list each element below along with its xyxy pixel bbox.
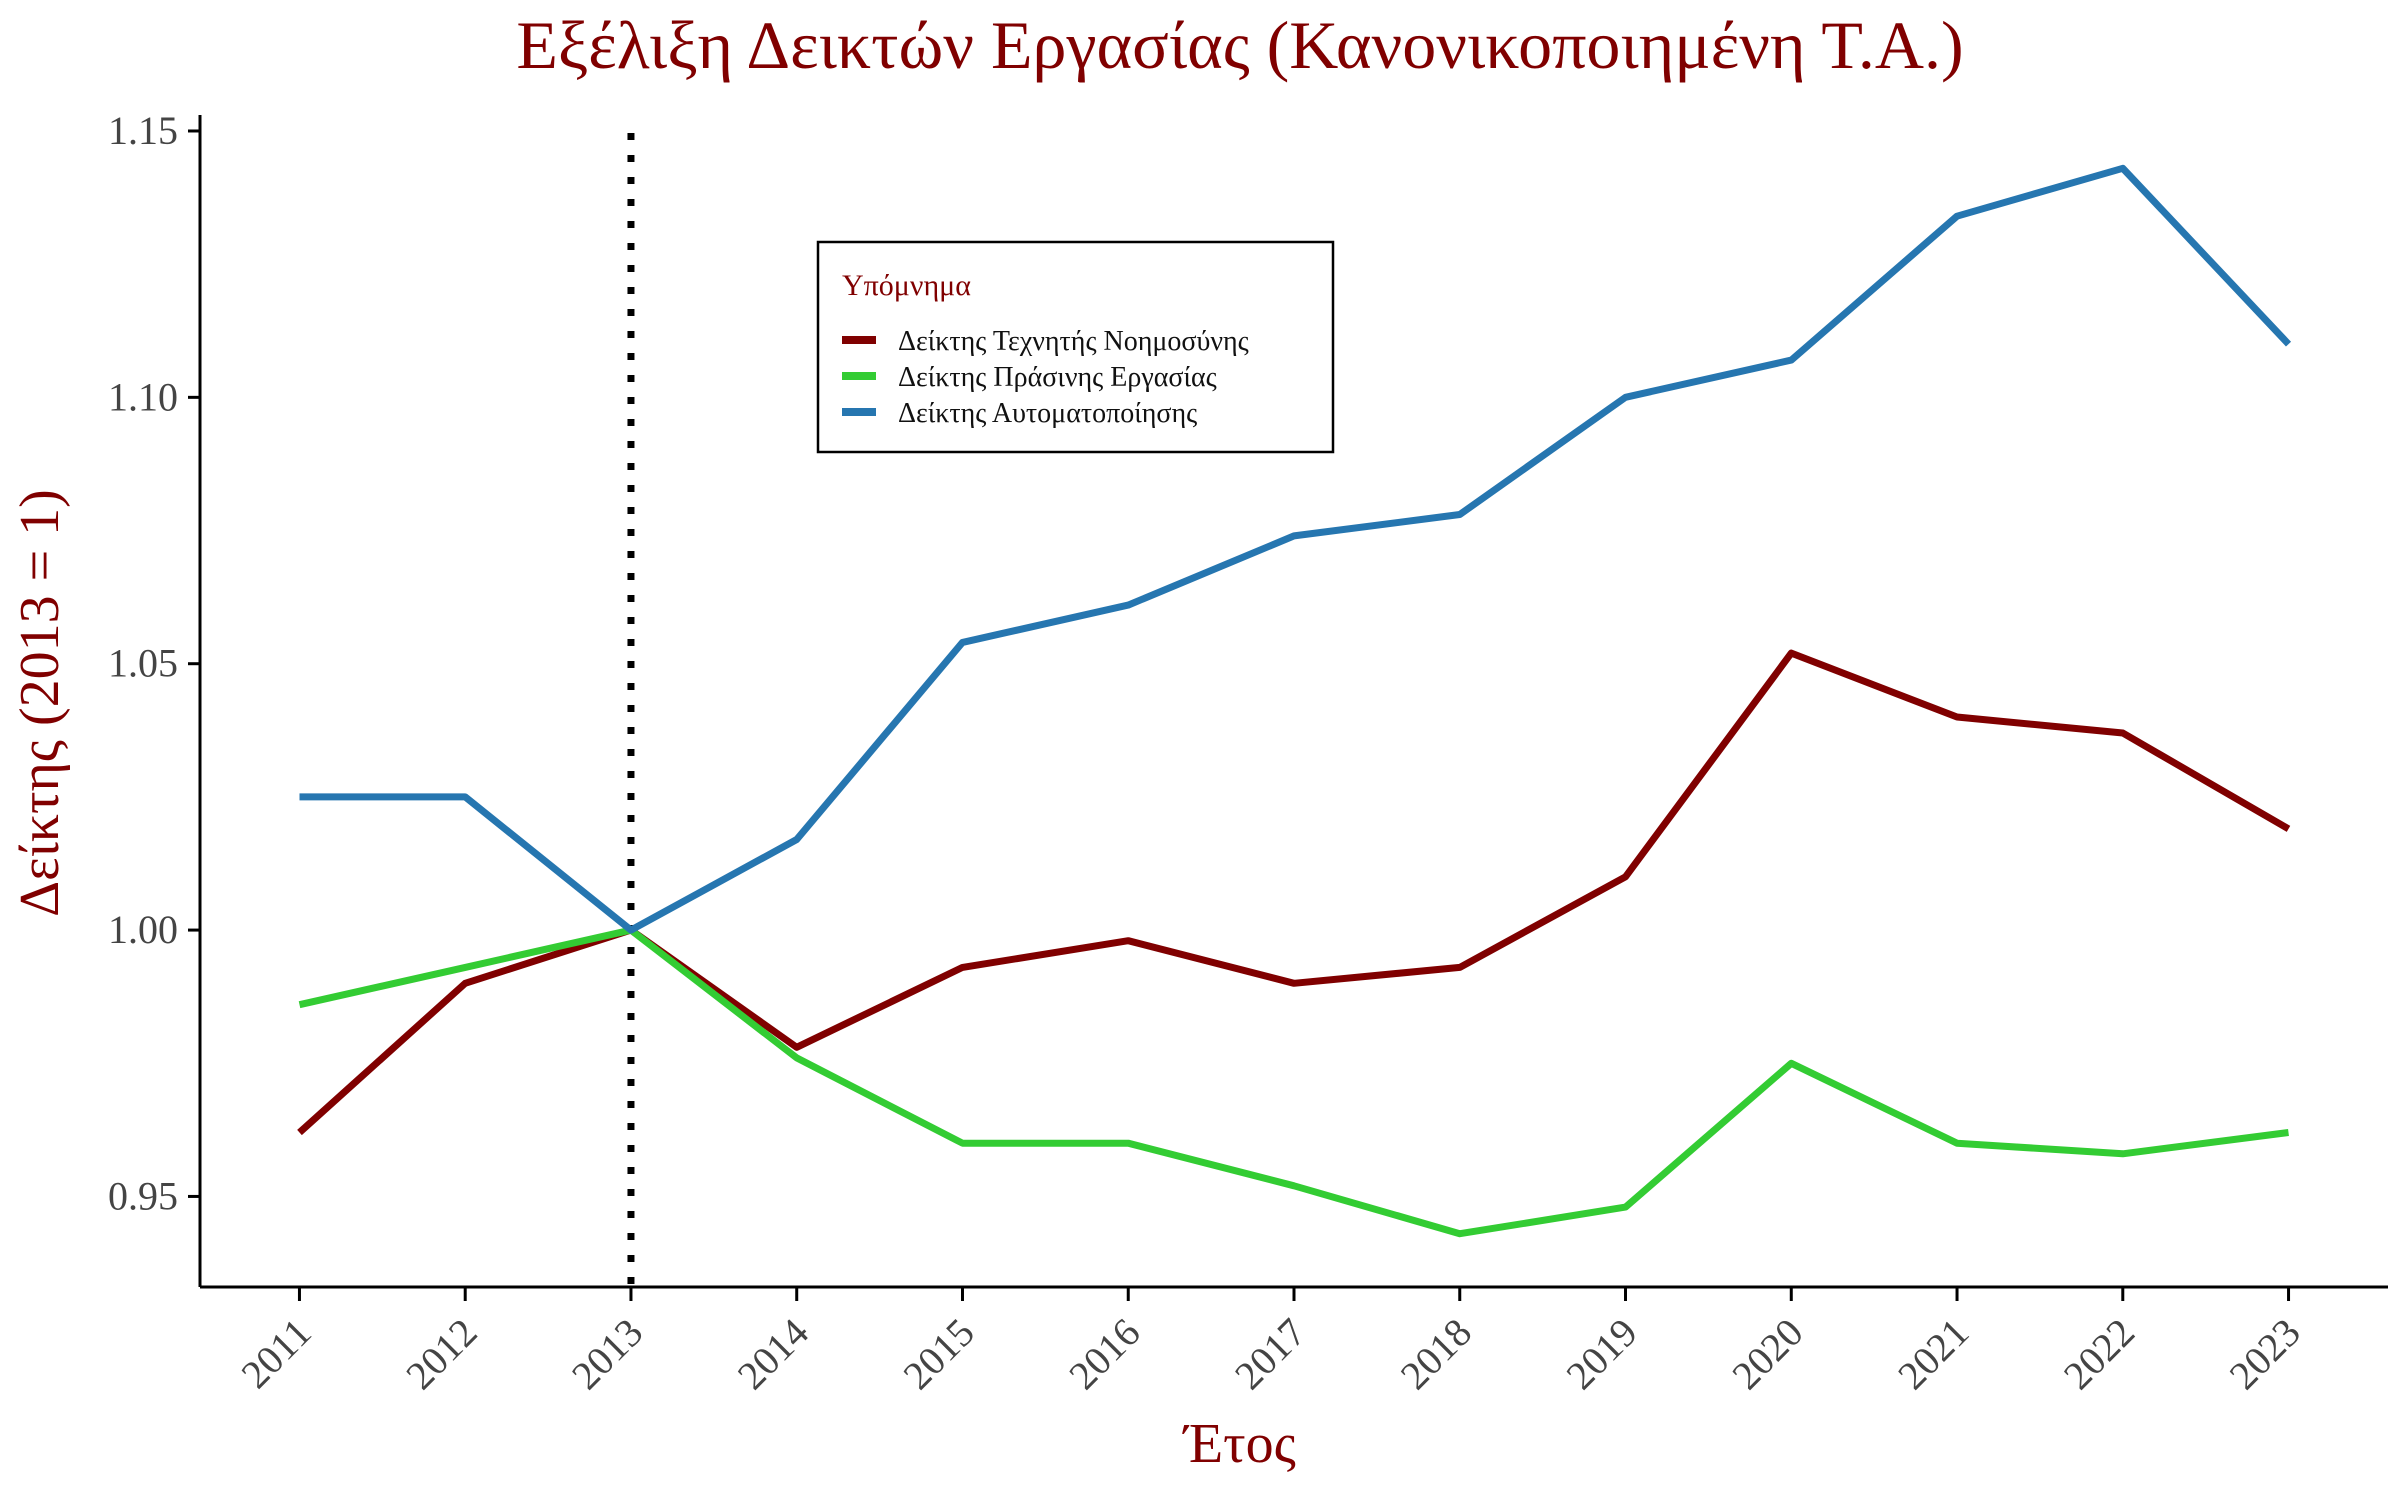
x-tick-label: 2014 <box>729 1310 817 1398</box>
series-line-0 <box>297 649 2291 1136</box>
x-tick-label: 2013 <box>563 1310 651 1398</box>
x-axis-title: Έτος <box>1182 1413 1296 1475</box>
x-axis-ticks: 2011 2012 2013 2014 2015 2016 2017 2018 2019 2020… <box>232 1287 2309 1398</box>
y-tick-label: 1.05 <box>108 641 178 686</box>
legend-items: Δείκτης Τεχνητής Νοημοσύνης Δείκτης Πράσι… <box>842 326 1249 429</box>
x-tick-label: 2015 <box>894 1310 982 1398</box>
x-tick-label: 2021 <box>1889 1310 1977 1398</box>
legend-box <box>816 240 1335 454</box>
y-tick-label: 1.15 <box>108 108 178 153</box>
chart-title: Εξέλιξη Δεικτών Εργασίας (Κανονικοποιημέ… <box>516 7 1963 83</box>
legend: Υπόμνημα Δείκτης Τεχνητής ΝοημοσύνηςΔείκ… <box>816 240 1335 454</box>
y-axis-ticks: 0.95 1.00 1.05 1.10 1.15 <box>108 108 200 1218</box>
y-tick-label: 0.95 <box>108 1173 178 1218</box>
plot-area <box>297 133 2292 1287</box>
x-tick-label: 2018 <box>1392 1310 1480 1398</box>
x-tick-label: 2011 <box>232 1310 319 1397</box>
y-axis-title: Δείκτης (2013 = 1) <box>9 489 71 917</box>
series-line-2 <box>299 164 2292 934</box>
legend-title: Υπόμνημα <box>842 269 971 302</box>
x-tick-label: 2022 <box>2055 1310 2143 1398</box>
x-tick-label: 2023 <box>2221 1310 2309 1398</box>
legend-label: Δείκτης Αυτοματοποίησης <box>898 398 1197 429</box>
x-tick-label: 2012 <box>397 1310 485 1398</box>
legend-label: Δείκτης Τεχνητής Νοημοσύνης <box>898 326 1249 357</box>
y-tick-label: 1.00 <box>108 907 178 952</box>
x-tick-label: 2017 <box>1226 1310 1314 1398</box>
x-tick-label: 2016 <box>1060 1310 1148 1398</box>
legend-label: Δείκτης Πράσινης Εργασίας <box>898 362 1217 393</box>
x-tick-label: 2020 <box>1723 1310 1811 1398</box>
x-tick-label: 2019 <box>1557 1310 1645 1398</box>
y-tick-label: 1.10 <box>108 374 178 419</box>
series-line-1 <box>298 926 2289 1238</box>
